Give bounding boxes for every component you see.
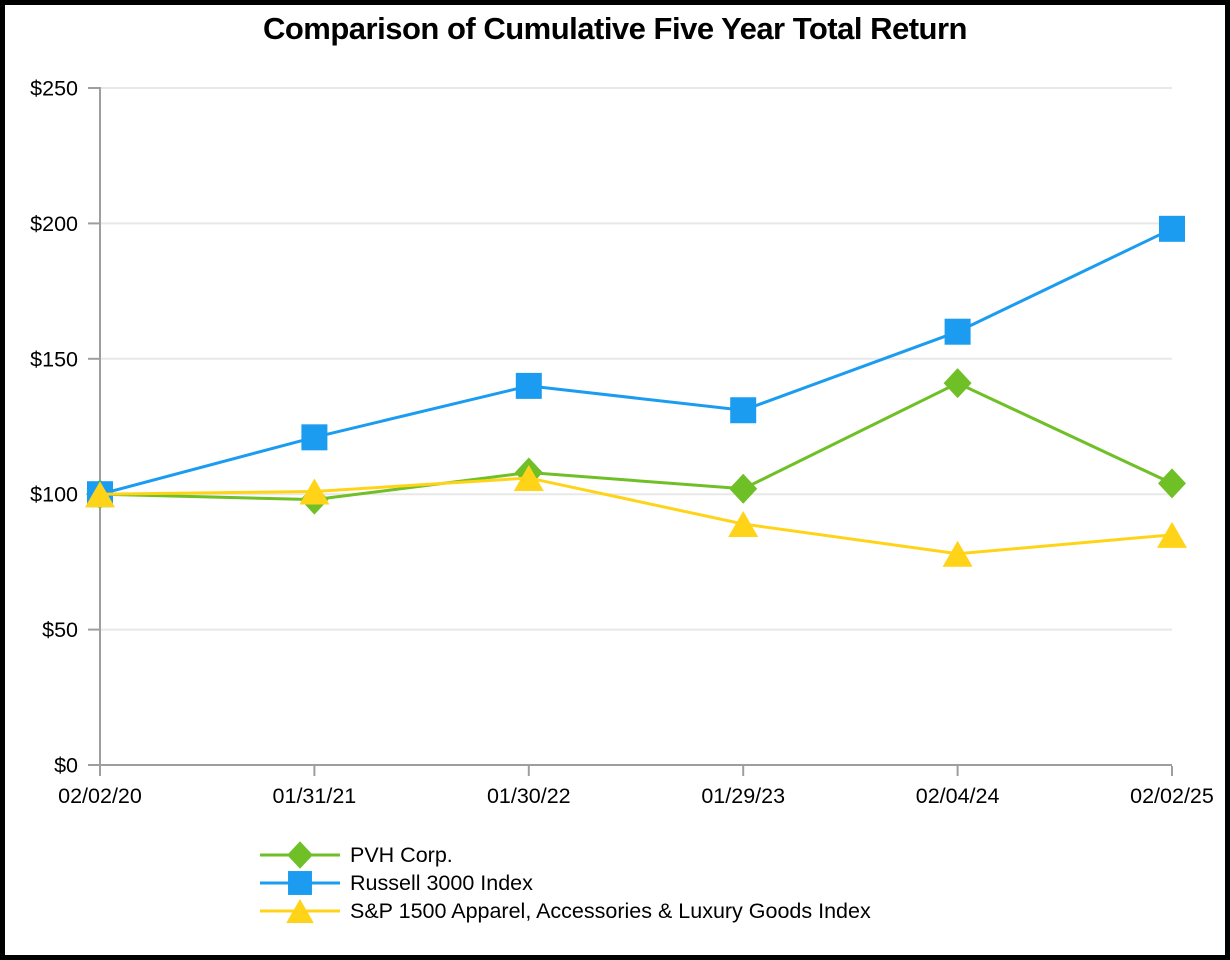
russell-3000-index-square-marker (301, 424, 328, 451)
y-axis-tick-label: $0 (54, 754, 78, 778)
s-p-1500-apparel-accessories-luxury-goods-index-triangle-marker (85, 481, 115, 508)
y-axis-tick-label: $250 (30, 77, 78, 101)
x-axis-tick-label: 01/29/23 (701, 784, 785, 808)
s-p-1500-apparel-accessories-luxury-goods-index-triangle-marker (1157, 521, 1187, 548)
legend: PVH Corp. Russell 3000 Index S&P 1500 Ap… (260, 841, 871, 925)
legend-item-pvh-corp: PVH Corp. (260, 841, 871, 869)
pvh-diamond-icon (260, 841, 340, 869)
russell-3000-index-square-marker (730, 397, 757, 424)
legend-label: Russell 3000 Index (350, 871, 533, 895)
x-axis-tick-label: 01/31/21 (273, 784, 357, 808)
legend-item-sp-1500-apparel-index: S&P 1500 Apparel, Accessories & Luxury G… (260, 897, 871, 925)
s-p-1500-apparel-accessories-luxury-goods-index-triangle-marker (513, 464, 544, 491)
russell-3000-index-square-marker (944, 318, 971, 345)
russell-3000-index-square-marker (1159, 215, 1185, 242)
legend-label: S&P 1500 Apparel, Accessories & Luxury G… (350, 899, 871, 923)
y-axis-tick-label: $50 (42, 618, 78, 642)
diamond-legend-glyph (260, 841, 340, 869)
triangle-legend-glyph (260, 899, 340, 923)
sp1500-triangle-icon (260, 897, 340, 925)
pvh-corp-diamond-marker (943, 368, 972, 399)
x-axis-tick-label: 01/30/22 (487, 784, 571, 808)
series-line-russell-3000-index (99, 227, 1173, 496)
legend-item-russell-3000-index: Russell 3000 Index (260, 869, 871, 897)
pvh-corp-diamond-marker (729, 473, 758, 504)
series-line-s-p-1500-apparel-accessories-luxury-goods-index (99, 476, 1173, 556)
y-axis-tick-label: $200 (30, 212, 78, 236)
y-axis-tick-label: $100 (30, 483, 78, 507)
legend-marker (287, 841, 313, 869)
s-p-1500-apparel-accessories-luxury-goods-index-triangle-marker (942, 540, 973, 567)
russell-square-icon (260, 869, 340, 897)
x-axis-tick-label: 02/02/20 (58, 784, 142, 808)
square-legend-glyph (260, 871, 340, 895)
legend-marker (286, 899, 314, 923)
pvh-corp-diamond-marker (1158, 468, 1186, 499)
s-p-1500-apparel-accessories-luxury-goods-index-triangle-marker (728, 510, 759, 537)
legend-label: PVH Corp. (350, 843, 453, 867)
russell-3000-index-square-marker (515, 372, 542, 399)
legend-marker (288, 871, 312, 895)
series-line-pvh-corp (99, 381, 1173, 502)
x-axis-tick-label: 02/02/25 (1130, 784, 1214, 808)
s-p-1500-apparel-accessories-luxury-goods-index-triangle-marker (299, 478, 330, 505)
chart-title: Comparison of Cumulative Five Year Total… (262, 11, 968, 46)
x-axis-tick-label: 02/04/24 (916, 784, 1000, 808)
y-axis-tick-label: $150 (30, 347, 78, 371)
